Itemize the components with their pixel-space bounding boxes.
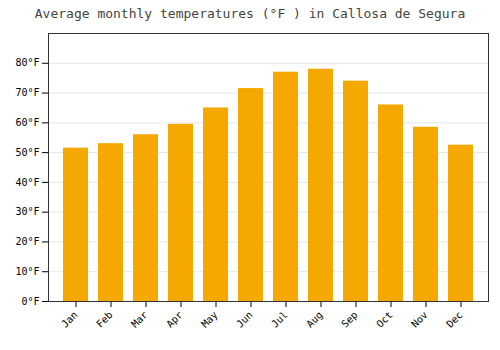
svg-text:80°F: 80°F (15, 57, 39, 68)
svg-text:Mar: Mar (129, 309, 150, 330)
svg-text:70°F: 70°F (15, 87, 39, 98)
svg-text:0°F: 0°F (21, 296, 39, 307)
svg-text:30°F: 30°F (15, 206, 39, 217)
svg-text:Jan: Jan (59, 309, 80, 330)
svg-text:Dec: Dec (444, 309, 465, 330)
svg-text:Aug: Aug (304, 309, 325, 330)
svg-text:May: May (199, 309, 220, 330)
svg-text:40°F: 40°F (15, 177, 39, 188)
svg-text:60°F: 60°F (15, 117, 39, 128)
html-text:Average monthly temperatures (: Average monthly temperatures (°F ) in Ca… (34, 6, 466, 21)
svg-text:50°F: 50°F (15, 147, 39, 158)
svg-text:Oct: Oct (374, 309, 395, 330)
svg-text:Apr: Apr (164, 309, 185, 330)
svg-text:Nov: Nov (409, 309, 430, 330)
svg-text:Jul: Jul (269, 309, 290, 330)
svg-text:Sep: Sep (339, 309, 360, 330)
svg-text:20°F: 20°F (15, 236, 39, 247)
svg-text:Jun: Jun (234, 309, 255, 330)
svg-text:10°F: 10°F (15, 266, 39, 277)
svg-text:Feb: Feb (94, 309, 115, 330)
